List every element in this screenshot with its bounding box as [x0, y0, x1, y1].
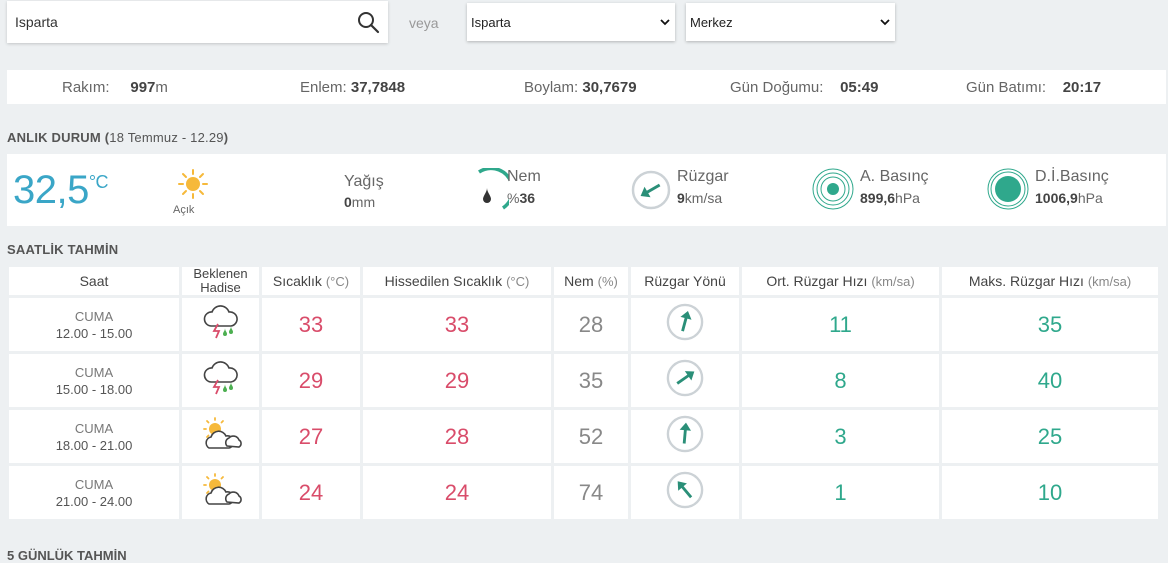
humidity-icon [478, 168, 509, 210]
humidity-cell: 35 [554, 354, 628, 407]
temp-cell: 27 [262, 410, 360, 463]
time-cell: CUMA 15.00 - 18.00 [9, 354, 179, 407]
table-row: CUMA 21.00 - 24.00 24 24 74 1 10 [9, 466, 1158, 519]
chevron-down-icon [880, 19, 890, 26]
rain-label: Yağış [344, 173, 384, 190]
pressure-icon [812, 168, 854, 210]
temp-cell: 33 [262, 298, 360, 351]
feels-cell: 29 [363, 354, 551, 407]
col-header-humidity: Nem (%) [554, 267, 628, 295]
table-row: CUMA 18.00 - 21.00 27 28 52 3 25 [9, 410, 1158, 463]
max-wind-cell: 40 [942, 354, 1158, 407]
col-header-time: Saat [9, 267, 179, 295]
sun-icon [178, 169, 208, 199]
current-conditions-panel: 32,5°C Açık Yağış 0mm Nem %36 Rüzgar 9km… [7, 154, 1166, 226]
event-cell [182, 410, 259, 463]
pressure-label: A. Basınç [860, 168, 929, 185]
col-header-avg-wind: Ort. Rüzgar Hızı (km/sa) [742, 267, 939, 295]
wind-direction-icon [631, 170, 671, 210]
altitude: Rakım: 997m [62, 79, 168, 96]
col-header-feels: Hissedilen Sıcaklık (°C) [363, 267, 551, 295]
province-select-value: Isparta [471, 14, 511, 30]
sunrise: Gün Doğumu: 05:49 [730, 79, 879, 96]
table-header-row: Saat Beklenen Hadise Sıcaklık (°C) Hisse… [9, 267, 1158, 295]
time-cell: CUMA 18.00 - 21.00 [9, 410, 179, 463]
wind-dir-cell [631, 354, 739, 407]
event-cell [182, 298, 259, 351]
or-label: veya [409, 15, 439, 31]
table-row: CUMA 12.00 - 15.00 33 33 28 11 35 [9, 298, 1158, 351]
avg-wind-cell: 3 [742, 410, 939, 463]
location-search [7, 1, 388, 43]
search-input[interactable] [15, 1, 345, 43]
avg-wind-cell: 11 [742, 298, 939, 351]
feels-cell: 28 [363, 410, 551, 463]
event-cell [182, 466, 259, 519]
hourly-forecast-table: Saat Beklenen Hadise Sıcaklık (°C) Hisse… [6, 264, 1161, 522]
wind-arrow-icon [666, 359, 704, 397]
rain-value: 0mm [344, 194, 376, 210]
chevron-down-icon [660, 19, 670, 26]
temp-cell: 29 [262, 354, 360, 407]
col-header-temp: Sıcaklık (°C) [262, 267, 360, 295]
wind-arrow-icon [666, 415, 704, 453]
col-header-wind-dir: Rüzgar Yönü [631, 267, 739, 295]
pressure-value: 899,6hPa [860, 190, 920, 206]
temp-cell: 24 [262, 466, 360, 519]
search-icon[interactable] [356, 10, 380, 34]
humidity-cell: 28 [554, 298, 628, 351]
current-heading: ANLIK DURUM (18 Temmuz - 12.29) [7, 130, 229, 145]
thunderstorm-icon [203, 305, 238, 339]
feels-cell: 24 [363, 466, 551, 519]
table-row: CUMA 15.00 - 18.00 29 29 35 8 40 [9, 354, 1158, 407]
wind-label: Rüzgar [677, 168, 729, 185]
max-wind-cell: 35 [942, 298, 1158, 351]
thunderstorm-icon [203, 361, 238, 395]
sea-pressure-label: D.İ.Basınç [1035, 168, 1109, 185]
event-cell [182, 354, 259, 407]
current-temperature: 32,5°C [13, 168, 109, 212]
wind-value: 9km/sa [677, 190, 723, 206]
avg-wind-cell: 8 [742, 354, 939, 407]
partly-cloudy-icon [202, 417, 242, 449]
humidity-cell: 74 [554, 466, 628, 519]
time-cell: CUMA 12.00 - 15.00 [9, 298, 179, 351]
feels-cell: 33 [363, 298, 551, 351]
location-info-bar: Rakım: 997m Enlem: 37,7848 Boylam: 30,76… [7, 70, 1166, 104]
max-wind-cell: 25 [942, 410, 1158, 463]
wind-dir-cell [631, 410, 739, 463]
wind-dir-cell [631, 466, 739, 519]
time-cell: CUMA 21.00 - 24.00 [9, 466, 179, 519]
col-header-event: Beklenen Hadise [182, 267, 259, 295]
sea-pressure-value: 1006,9hPa [1035, 190, 1103, 206]
humidity-cell: 52 [554, 410, 628, 463]
province-select[interactable]: Isparta [467, 3, 675, 41]
wind-arrow-icon [666, 303, 704, 341]
current-condition-label: Açık [173, 204, 195, 216]
partly-cloudy-icon [202, 473, 242, 505]
wind-dir-cell [631, 298, 739, 351]
humidity-label: Nem [507, 168, 541, 185]
sunset: Gün Batımı: 20:17 [966, 79, 1102, 96]
sea-level-pressure-icon [987, 168, 1029, 210]
district-select-value: Merkez [690, 14, 733, 30]
five-day-heading: 5 GÜNLÜK TAHMİN [7, 548, 127, 563]
longitude: Boylam: 30,7679 [524, 79, 637, 96]
col-header-max-wind: Maks. Rüzgar Hızı (km/sa) [942, 267, 1158, 295]
district-select[interactable]: Merkez [686, 3, 895, 41]
max-wind-cell: 10 [942, 466, 1158, 519]
avg-wind-cell: 1 [742, 466, 939, 519]
latitude: Enlem: 37,7848 [300, 79, 406, 96]
hourly-heading: SAATLİK TAHMİN [7, 242, 119, 257]
humidity-value: %36 [507, 190, 536, 206]
wind-arrow-icon [666, 471, 704, 509]
